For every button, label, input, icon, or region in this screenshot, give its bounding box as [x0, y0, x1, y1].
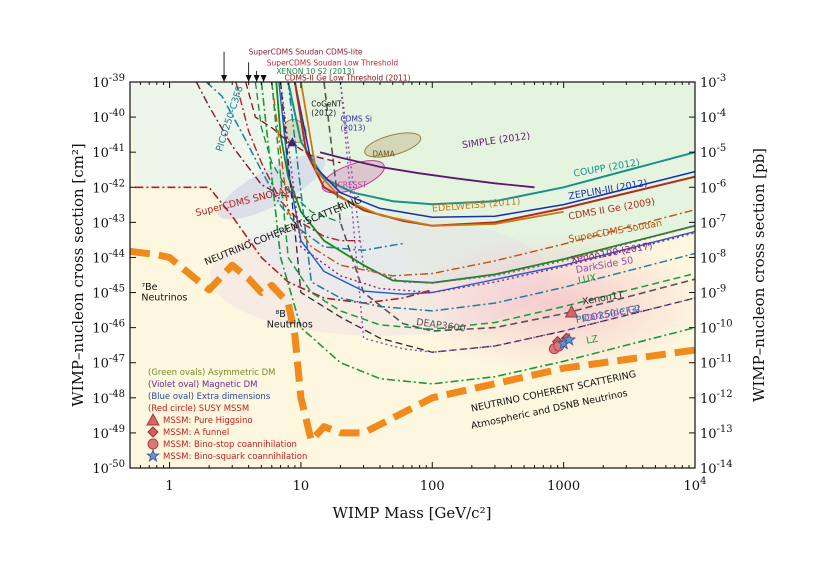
annotation: XENON 10 S2 (2013)	[276, 67, 354, 76]
series-line-17	[271, 82, 695, 330]
x-axis-title: WIMP Mass [GeV/c²]	[333, 504, 492, 522]
annotation: SuperCDMS Soudan CDMS-lite	[249, 48, 363, 57]
legend-marker-star	[145, 448, 161, 463]
series-line-10	[245, 82, 341, 164]
y-tick-label-right: 10-11	[700, 354, 733, 372]
y-tick-label-left: 10-44	[92, 248, 125, 266]
series-line-19	[279, 82, 695, 353]
mssm-point-binosquark	[562, 332, 577, 346]
series-line-14	[279, 82, 695, 294]
series-line-7	[195, 82, 301, 199]
y-axis-title-right: WIMP–nucleon cross section [pb]	[750, 148, 768, 402]
y-tick-label-right: 10-12	[700, 389, 733, 407]
annotation: Neutrinos	[267, 320, 313, 331]
legend-marker-entry: MSSM: Bino-stop coannihilation	[163, 440, 297, 450]
x-tick-label: 104	[684, 476, 707, 494]
series-line-18	[323, 82, 695, 332]
signal-point-3	[287, 137, 298, 147]
y-tick-label-left: 10-49	[92, 424, 125, 442]
legend-text-entry: (Blue oval) Extra dimensions	[148, 392, 271, 402]
legend-marker-entry: MSSM: A funnel	[163, 428, 229, 438]
y-tick-label-right: 10-5	[700, 143, 726, 161]
y-tick-label-left: 10-47	[92, 354, 125, 372]
x-tick-label: 10	[293, 479, 310, 494]
region-label: CoGeNT (2012)	[311, 100, 342, 118]
series-line-22	[130, 247, 695, 445]
y-tick-label-left: 10-42	[92, 178, 125, 196]
series-line-5	[275, 82, 695, 284]
annotation: SuperCDMS Soudan Low Threshold	[267, 58, 399, 67]
annotation: ⁸B	[275, 309, 285, 320]
series-line-9	[254, 82, 341, 224]
legend-marker-diamond	[147, 426, 159, 438]
x-tick-label: 100	[420, 479, 445, 494]
axes: 1 10 100 1000 104 10-39 10-40 10-41 10-42 10-43 10…	[92, 73, 732, 494]
series-line-0	[319, 151, 535, 189]
region-label: CRESST	[338, 180, 368, 189]
series-line-13	[271, 82, 695, 277]
legend: (Green ovals) Asymmetric DM (Violet oval)…	[145, 368, 307, 463]
series-label: LUX	[577, 272, 597, 286]
series-line-21	[260, 82, 695, 385]
series-line-3	[293, 82, 695, 227]
x-tick-label: 1	[165, 479, 173, 494]
annotation-arrowhead	[221, 75, 228, 82]
region-label: DAMA	[372, 150, 395, 159]
series-line-11	[205, 82, 404, 252]
series-line-20	[339, 82, 695, 353]
legend-marker-circle	[147, 438, 159, 450]
y-tick-label-left: 10-50	[92, 459, 125, 477]
y-tick-label-left: 10-40	[92, 108, 125, 126]
y-tick-label-left: 10-46	[92, 319, 125, 337]
region-label: CDMS Si (2013)	[340, 114, 371, 132]
legend-marker-entry: MSSM: Pure Higgsino	[163, 416, 253, 426]
mssm-point-higgsino	[564, 304, 579, 318]
y-axis-title-left: WIMP–nucleon cross section [cm²]	[69, 143, 87, 407]
y-tick-label-left: 10-43	[92, 213, 125, 231]
annotation-arrowhead	[245, 75, 252, 82]
series-line-4	[300, 82, 564, 227]
y-tick-label-left: 10-45	[92, 284, 125, 302]
plot-frame	[129, 81, 696, 469]
extra-dimensions-oval	[218, 154, 326, 220]
series-label: LZ	[585, 334, 599, 347]
y-tick-label-right: 10-8	[700, 248, 726, 266]
y-tick-label-right: 10-3	[700, 73, 726, 91]
y-tick-label-left: 10-48	[92, 389, 125, 407]
y-tick-label-right: 10-7	[700, 213, 726, 231]
series-line-16	[287, 82, 695, 312]
susy-mssm-glow	[407, 233, 708, 374]
annotation: Neutrinos	[141, 292, 187, 303]
y-tick-label-right: 10-13	[700, 424, 733, 442]
y-tick-label-right: 10-14	[700, 459, 733, 477]
signal-region-1	[364, 132, 422, 158]
annotation-arrowhead	[260, 75, 267, 82]
series-line-12	[135, 186, 433, 304]
y-tick-label-right: 10-9	[700, 284, 726, 302]
annotation-arrowhead	[253, 75, 260, 82]
y-tick-label-right: 10-6	[700, 178, 726, 196]
mssm-points	[548, 304, 579, 355]
y-tick-label-right: 10-10	[700, 319, 733, 337]
legend-text-entry: (Red circle) SUSY MSSM	[148, 404, 249, 414]
y-tick-label-left: 10-39	[92, 73, 125, 91]
legend-text-entry: (Violet oval) Magnetic DM	[148, 380, 257, 390]
y-tick-label-left: 10-41	[92, 143, 125, 161]
legend-marker-entry: MSSM: Bino-squark coannihilation	[163, 452, 307, 462]
x-tick-label: 1000	[547, 479, 580, 494]
series-line-15	[339, 82, 695, 284]
annotation: CDMS-II Ge Low Threshold (2011)	[284, 74, 410, 83]
legend-marker-triangle	[146, 412, 160, 426]
y-tick-label-right: 10-4	[700, 108, 726, 126]
exclusion-curves	[130, 82, 695, 445]
legend-text-entry: (Green ovals) Asymmetric DM	[148, 368, 276, 378]
annotation: ⁷Be	[141, 282, 157, 293]
series-line-8	[235, 82, 364, 242]
